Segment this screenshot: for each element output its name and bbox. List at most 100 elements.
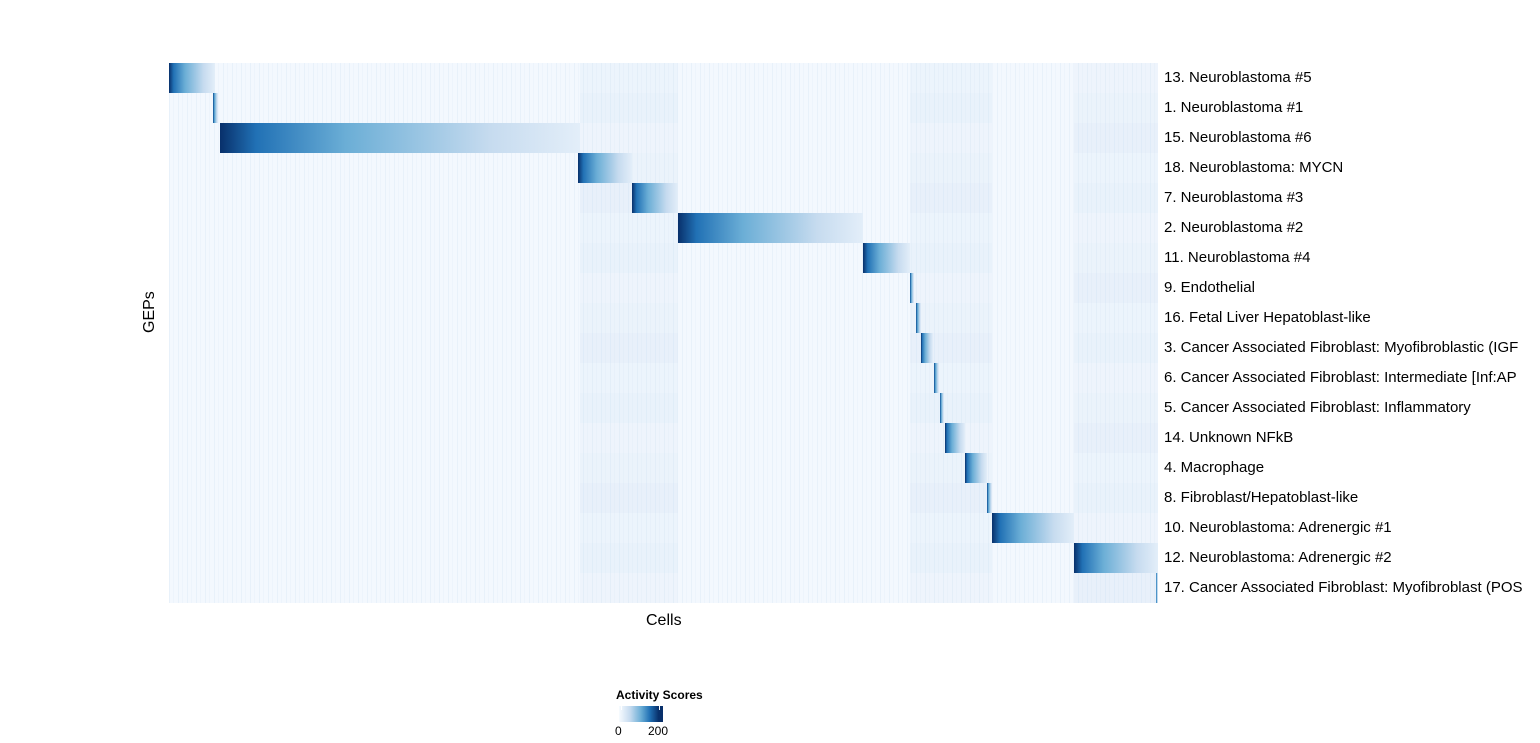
heatmap-row [169, 453, 1158, 483]
heatmap-band [910, 123, 992, 153]
heatmap-cell-block [987, 483, 992, 513]
heatmap-band [580, 333, 678, 363]
heatmap-cell-block [632, 183, 678, 213]
heatmap-band [1074, 513, 1158, 543]
heatmap-band [1074, 423, 1158, 453]
legend-tick [659, 706, 660, 710]
heatmap-cell-block [992, 513, 1074, 543]
x-axis-label: Cells [646, 612, 682, 629]
heatmap-band [910, 273, 992, 303]
row-label: 6. Cancer Associated Fibroblast: Interme… [1164, 369, 1517, 386]
heatmap-band [580, 273, 678, 303]
heatmap-band [580, 123, 678, 153]
row-label: 4. Macrophage [1164, 459, 1265, 476]
heatmap-cell-block [934, 363, 939, 393]
heatmap-cell-block [965, 453, 987, 483]
heatmap-band [1074, 93, 1158, 123]
heatmap-row [169, 273, 1158, 303]
heatmap-cell-block [678, 213, 863, 243]
heatmap-band [580, 243, 678, 273]
legend-title: Activity Scores [616, 688, 703, 702]
heatmap-cell-block [910, 273, 914, 303]
heatmap-band [580, 363, 678, 393]
row-label: 12. Neuroblastoma: Adrenergic #2 [1164, 549, 1392, 566]
heatmap-row [169, 93, 1158, 123]
heatmap-band [580, 573, 678, 603]
heatmap-band [910, 543, 992, 573]
heatmap-band [910, 213, 992, 243]
heatmap-row [169, 393, 1158, 423]
heatmap-band [1074, 63, 1158, 93]
heatmap-band [910, 183, 992, 213]
heatmap-cell-block [863, 243, 910, 273]
legend-tick-label: 0 [615, 724, 622, 738]
heatmap-band [1074, 303, 1158, 333]
heatmap-cell-block [945, 423, 965, 453]
row-label: 13. Neuroblastoma #5 [1164, 69, 1312, 86]
row-label: 8. Fibroblast/Hepatoblast-like [1164, 489, 1359, 506]
heatmap-row [169, 153, 1158, 183]
heatmap-cell-block [213, 93, 218, 123]
heatmap-band [1074, 123, 1158, 153]
heatmap-band [1074, 453, 1158, 483]
heatmap-band [580, 213, 678, 243]
heatmap-row [169, 543, 1158, 573]
heatmap-band [1074, 273, 1158, 303]
row-label: 9. Endothelial [1164, 279, 1255, 296]
heatmap-band [910, 153, 992, 183]
heatmap-band [910, 513, 992, 543]
heatmap-cell-block [1074, 543, 1158, 573]
heatmap-band [1074, 573, 1158, 603]
heatmap-band [910, 363, 992, 393]
heatmap-band [1074, 213, 1158, 243]
heatmap-cell-block [169, 63, 215, 93]
heatmap-row [169, 63, 1158, 93]
heatmap-row [169, 363, 1158, 393]
row-label: 5. Cancer Associated Fibroblast: Inflamm… [1164, 399, 1471, 416]
row-label: 16. Fetal Liver Hepatoblast-like [1164, 309, 1371, 326]
y-axis-label: GEPs [141, 291, 158, 333]
heatmap-band [580, 303, 678, 333]
heatmap-band [580, 393, 678, 423]
heatmap-band [1074, 183, 1158, 213]
legend-tick [621, 706, 622, 710]
heatmap-row [169, 513, 1158, 543]
row-label: 11. Neuroblastoma #4 [1164, 249, 1311, 266]
heatmap-band [1074, 153, 1158, 183]
heatmap-cell-block [1156, 573, 1158, 603]
row-label: 2. Neuroblastoma #2 [1164, 219, 1304, 236]
heatmap-band [580, 453, 678, 483]
heatmap-row [169, 123, 1158, 153]
row-label: 18. Neuroblastoma: MYCN [1164, 159, 1344, 176]
heatmap-band [580, 513, 678, 543]
row-label: 15. Neuroblastoma #6 [1164, 129, 1312, 146]
heatmap-band [910, 573, 992, 603]
row-label: 14. Unknown NFkB [1164, 429, 1294, 446]
heatmap-band [1074, 363, 1158, 393]
heatmap-row [169, 483, 1158, 513]
heatmap [169, 63, 1158, 603]
row-label: 10. Neuroblastoma: Adrenergic #1 [1164, 519, 1392, 536]
heatmap-band [1074, 333, 1158, 363]
heatmap-band [910, 483, 992, 513]
heatmap-row [169, 243, 1158, 273]
heatmap-band [580, 423, 678, 453]
heatmap-band [910, 243, 992, 273]
heatmap-band [580, 93, 678, 123]
heatmap-row [169, 183, 1158, 213]
heatmap-row [169, 213, 1158, 243]
heatmap-cell-block [916, 303, 921, 333]
row-label: 17. Cancer Associated Fibroblast: Myofib… [1164, 579, 1523, 596]
heatmap-cell-block [578, 153, 632, 183]
row-label: 3. Cancer Associated Fibroblast: Myofibr… [1164, 339, 1519, 356]
legend-colorbar [619, 706, 663, 722]
heatmap-band [910, 93, 992, 123]
heatmap-band [1074, 393, 1158, 423]
heatmap-cell-block [940, 393, 944, 423]
heatmap-row [169, 303, 1158, 333]
heatmap-band [910, 63, 992, 93]
heatmap-band [580, 63, 678, 93]
heatmap-cell-block [921, 333, 933, 363]
row-label: 7. Neuroblastoma #3 [1164, 189, 1304, 206]
heatmap-row [169, 573, 1158, 603]
